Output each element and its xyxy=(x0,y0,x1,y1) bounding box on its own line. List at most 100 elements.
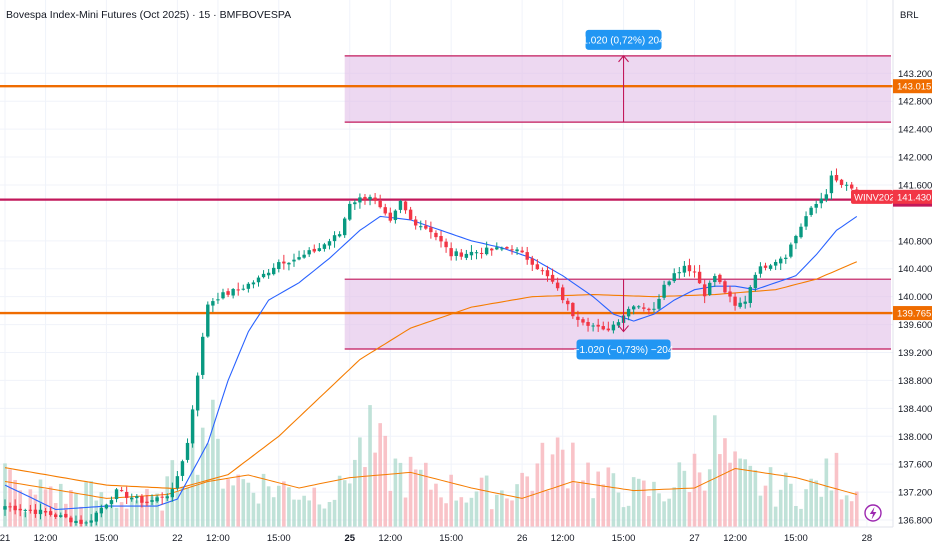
candle-body xyxy=(586,321,590,326)
volume-bar xyxy=(550,454,555,527)
candle-body xyxy=(221,292,225,299)
volume-bar xyxy=(545,490,550,527)
measure-arrow xyxy=(618,54,629,63)
candle-body xyxy=(484,247,489,255)
candle-body xyxy=(763,265,768,268)
currency-label[interactable]: BRL xyxy=(900,10,918,21)
volume-bar xyxy=(748,465,753,527)
volume-bar xyxy=(119,502,124,527)
volume-bar xyxy=(388,490,393,527)
candle-body xyxy=(464,253,469,258)
price-measurements[interactable]: 1.020 (0,72%) 204 −1.020 (−0,73%) −204 xyxy=(574,29,674,360)
volume-bar xyxy=(160,510,164,527)
volume-bar xyxy=(565,488,570,527)
candle-body xyxy=(74,520,78,523)
volume-bar xyxy=(135,500,139,527)
candle-body xyxy=(844,184,849,186)
volume-bar xyxy=(510,500,514,527)
candle-body xyxy=(743,301,747,304)
candle-body xyxy=(383,207,387,214)
candle-body xyxy=(799,226,803,238)
measure-label: −1.020 (−0,73%) −204 xyxy=(574,345,674,356)
volume-bar xyxy=(494,494,499,527)
candle-body xyxy=(525,252,529,260)
candle-body xyxy=(54,514,58,518)
volume-bar xyxy=(302,495,306,527)
volume-bar xyxy=(672,487,677,527)
volume-bar xyxy=(337,475,342,527)
chart-title: Bovespa Index-Mini Futures (Oct 2025) · … xyxy=(6,9,291,21)
price-levels[interactable] xyxy=(0,85,893,315)
volume-bar xyxy=(469,497,474,527)
candle-body xyxy=(697,271,702,284)
candle-body xyxy=(713,276,717,283)
candle-body xyxy=(773,261,778,266)
time-tick-label: 12:00 xyxy=(34,533,58,544)
candle-body xyxy=(601,326,605,330)
volume-bar xyxy=(687,492,692,527)
candle-body xyxy=(419,226,423,228)
candle-body xyxy=(297,257,301,260)
candle-body xyxy=(393,210,398,221)
volume-bar xyxy=(145,489,149,527)
volume-bar xyxy=(383,435,388,527)
candle-body xyxy=(378,200,382,208)
price-axis[interactable]: 143.200 142.800 142.400 142.000 141.600 140.8… xyxy=(898,69,932,527)
measure-label-box xyxy=(576,339,671,360)
candle-body xyxy=(677,272,682,274)
volume-bar xyxy=(636,478,641,527)
volume-bar xyxy=(616,492,621,527)
candle-body xyxy=(768,265,773,269)
price-tick-label: 142.400 xyxy=(898,125,932,136)
candle-body xyxy=(657,298,661,309)
volume-bar xyxy=(520,472,524,527)
candle-body xyxy=(561,287,565,301)
candle-body xyxy=(779,258,783,264)
volume-bar xyxy=(429,489,433,527)
volume-bar xyxy=(292,499,296,527)
volume-bar xyxy=(839,499,844,527)
candle-body xyxy=(576,316,580,320)
candle-body xyxy=(733,296,737,306)
volume-bar xyxy=(682,470,687,527)
candle-body xyxy=(33,509,38,514)
volume-bar xyxy=(606,467,611,527)
lightning-icon[interactable] xyxy=(864,504,882,522)
volume-bar xyxy=(124,508,129,527)
volume-bar xyxy=(692,453,697,527)
candle-body xyxy=(449,248,453,257)
candle-body xyxy=(814,203,818,208)
volume-bar xyxy=(150,496,154,527)
candle-body xyxy=(804,216,808,227)
time-axis[interactable]: 21 12:00 15:00 22 12:00 15:00 25 12:00 15:00 26 12… xyxy=(0,533,872,544)
candle-body xyxy=(241,288,245,290)
candle-body xyxy=(520,250,524,253)
volume-bar xyxy=(474,491,479,527)
volume-bar xyxy=(393,458,398,527)
candle-body xyxy=(834,174,839,181)
candle-body xyxy=(236,289,240,291)
volume-bar xyxy=(515,484,519,527)
price-tick-label: 138.400 xyxy=(898,404,932,415)
candle-body xyxy=(789,244,793,257)
volume-bar xyxy=(804,489,808,527)
candle-body xyxy=(429,227,433,233)
volume-bar xyxy=(829,490,834,527)
price-zone[interactable] xyxy=(344,55,891,123)
price-tick-label: 142.000 xyxy=(898,153,932,164)
candle-body xyxy=(201,336,205,375)
candle-body xyxy=(459,252,463,257)
volume-bar xyxy=(408,456,413,527)
candle-body xyxy=(495,247,499,250)
candle-body xyxy=(266,272,271,276)
volume-bar xyxy=(631,477,636,527)
volume-bar xyxy=(251,492,256,527)
volume-bar xyxy=(763,485,768,527)
candle-body xyxy=(849,184,854,189)
volume-bar xyxy=(834,452,839,527)
candle-body xyxy=(566,300,570,305)
volume-bar xyxy=(702,490,707,527)
volume-bar xyxy=(231,485,235,527)
